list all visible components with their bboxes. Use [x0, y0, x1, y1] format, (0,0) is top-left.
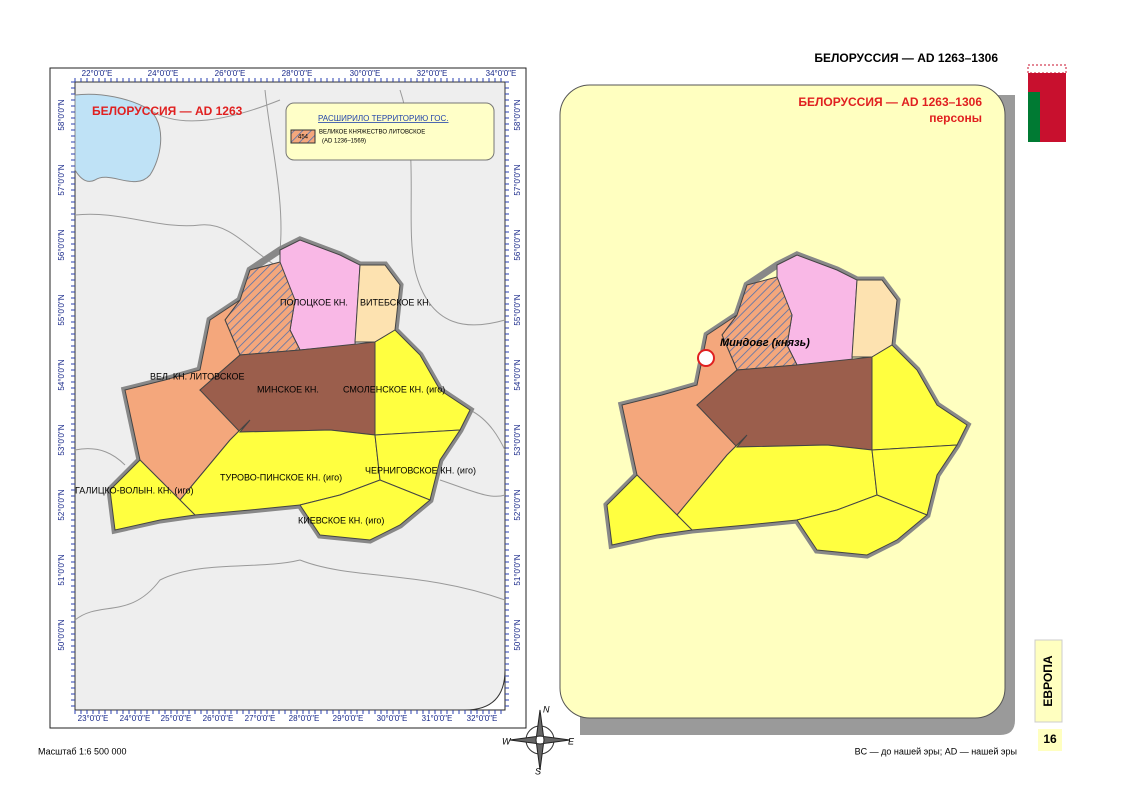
lat-label: 51°0'0"N — [513, 554, 522, 585]
lon-label: 22°0'0"E — [82, 69, 113, 78]
panel-subtitle: персоны — [929, 111, 982, 125]
region — [606, 474, 694, 546]
region-label: ТУРОВО-ПИНСКОЕ КН. (иго) — [220, 472, 342, 482]
lat-label: 50°0'0"N — [513, 619, 522, 650]
legend-name: ВЕЛИКОЕ КНЯЖЕСТВО ЛИТОВСКОЕ — [319, 130, 425, 136]
lon-label: 23°0'0"E — [78, 714, 109, 723]
lat-label: 53°0'0"N — [513, 424, 522, 455]
region — [851, 279, 898, 358]
map-title: БЕЛОРУССИЯ — AD 1263 — [92, 104, 243, 118]
region-label: ВИТЕБСКОЕ КН. — [360, 297, 431, 307]
lon-label: 25°0'0"E — [161, 714, 192, 723]
legend-code: 454 — [298, 135, 309, 141]
region — [299, 479, 431, 541]
legend-heading: РАСШИРИЛО ТЕРРИТОРИЮ ГОС. — [318, 114, 449, 123]
lon-label: 24°0'0"E — [148, 69, 179, 78]
region — [179, 419, 381, 516]
lon-label: 26°0'0"E — [203, 714, 234, 723]
legend-period: (AD 1236–1569) — [322, 139, 366, 145]
lat-label: 57°0'0"N — [57, 164, 66, 195]
lon-label: 27°0'0"E — [245, 714, 276, 723]
region-label: КИЕВСКОЕ КН. (иго) — [298, 515, 384, 525]
side-tab-label: ЕВРОПА — [1041, 655, 1055, 706]
lat-label: 56°0'0"N — [57, 229, 66, 260]
lon-label: 28°0'0"E — [289, 714, 320, 723]
page-box — [1038, 729, 1062, 751]
region — [871, 444, 958, 516]
page-title: БЕЛОРУССИЯ — AD 1263–1306 — [814, 51, 998, 65]
lon-label: 31°0'0"E — [422, 714, 453, 723]
lon-label: 24°0'0"E — [120, 714, 151, 723]
lat-label: 52°0'0"N — [513, 489, 522, 520]
region-label: ГАЛИЦКО-ВОЛЫН. КН. (иго) — [75, 485, 193, 495]
side-tab — [1034, 639, 1063, 723]
person-icon — [697, 349, 715, 367]
lat-label: 55°0'0"N — [513, 294, 522, 325]
person-label: Миндовг (князь) — [720, 337, 810, 349]
lat-label: 51°0'0"N — [57, 554, 66, 585]
water — [74, 93, 162, 183]
region — [676, 434, 878, 531]
lat-label: 54°0'0"N — [513, 359, 522, 390]
legend-box — [285, 102, 495, 161]
panel-title: БЕЛОРУССИЯ — AD 1263–1306 — [798, 95, 982, 109]
compass: N E S W — [502, 704, 575, 776]
region — [796, 494, 928, 556]
region-label: ВЕЛ. КН. ЛИТОВСКОЕ — [150, 371, 244, 381]
lat-label: 53°0'0"N — [57, 424, 66, 455]
lon-label: 26°0'0"E — [215, 69, 246, 78]
lat-label: 58°0'0"N — [513, 99, 522, 130]
lon-label: 34°0'0"E — [486, 69, 517, 78]
lon-label: 29°0'0"E — [333, 714, 364, 723]
lat-label: 58°0'0"N — [57, 99, 66, 130]
region-label: МИНСКОЕ КН. — [257, 384, 319, 394]
compass-s: S — [535, 766, 541, 776]
lon-label: 32°0'0"E — [467, 714, 498, 723]
flag — [1027, 64, 1067, 142]
lon-label: 30°0'0"E — [377, 714, 408, 723]
lat-label: 56°0'0"N — [513, 229, 522, 260]
legend-swatch — [290, 129, 316, 144]
lat-label: 50°0'0"N — [57, 619, 66, 650]
region — [109, 459, 197, 531]
page-number: 16 — [1043, 732, 1057, 746]
lat-label: 52°0'0"N — [57, 489, 66, 520]
left-map: ПОЛОЦКОЕ КН. ВИТЕБСКОЕ КН. ВЕЛ. КН. ЛИТОВС… — [49, 67, 527, 729]
region-label: ЧЕРНИГОВСКОЕ КН. (иго) — [365, 465, 476, 475]
region-label: ПОЛОЦКОЕ КН. — [280, 297, 348, 307]
compass-e: E — [568, 736, 575, 746]
compass-n: N — [543, 704, 550, 714]
lat-label: 55°0'0"N — [57, 294, 66, 325]
lat-label: 54°0'0"N — [57, 359, 66, 390]
region-label: СМОЛЕНСКОЕ КН. (иго) — [343, 384, 445, 394]
scale: Масштаб 1:6 500 000 — [38, 746, 127, 756]
region — [374, 429, 461, 501]
compass-w: W — [502, 736, 512, 746]
lon-label: 30°0'0"E — [350, 69, 381, 78]
lon-label: 32°0'0"E — [417, 69, 448, 78]
lat-label: 57°0'0"N — [513, 164, 522, 195]
lon-label: 28°0'0"E — [282, 69, 313, 78]
footer-note: BC — до нашей эры; AD — нашей эры — [855, 746, 1017, 756]
